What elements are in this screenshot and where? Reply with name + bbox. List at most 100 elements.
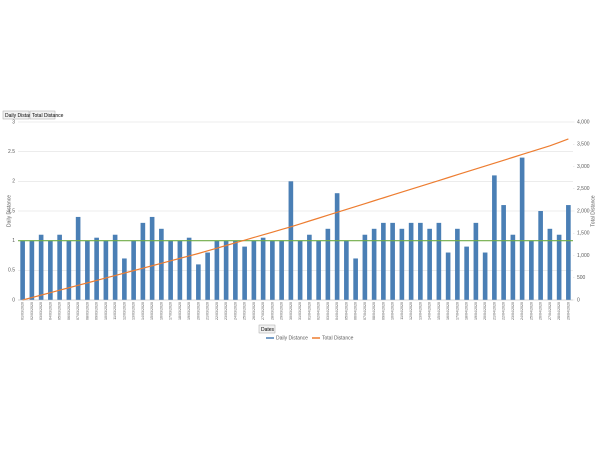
- bar: [279, 240, 284, 300]
- bar: [344, 240, 349, 300]
- line: [22, 138, 569, 301]
- bar: [38, 234, 44, 300]
- bar: [418, 222, 423, 300]
- bar: [48, 240, 53, 300]
- y-tick-label: 0.5: [8, 268, 15, 274]
- x-tick-label: 22/03/2020: [215, 302, 219, 320]
- x-tick-label: 27/04/2020: [548, 302, 552, 320]
- x-tick-label: 19/03/2020: [187, 302, 191, 320]
- y-tick-label: 1.5: [8, 208, 15, 214]
- x-tick-label: 28/04/2020: [557, 302, 561, 320]
- bar: [316, 240, 321, 300]
- bar: [140, 222, 146, 300]
- field-button[interactable]: [2, 110, 30, 120]
- bar: [297, 240, 303, 300]
- x-tick-label: 24/04/2020: [520, 302, 524, 320]
- x-tick-label: 28/03/2020: [270, 302, 274, 320]
- x-tick-label: 11/03/2020: [113, 302, 117, 320]
- y2-tick-label: 2,500: [577, 186, 590, 192]
- x-tick-label: 13/03/2020: [132, 302, 136, 320]
- bar: [20, 240, 25, 300]
- x-tick-label: 29/03/2020: [280, 302, 284, 320]
- field-button-label: Daily Distance: [5, 113, 37, 119]
- bar: [122, 258, 127, 300]
- bar: [381, 222, 386, 300]
- bar: [223, 240, 229, 300]
- x-tick-label: 15/04/2020: [437, 302, 441, 320]
- x-tick-label: 07/04/2020: [363, 302, 367, 320]
- bar: [251, 240, 257, 300]
- axis-field-button-label: Dates: [261, 327, 275, 333]
- bar: [492, 175, 497, 300]
- bar: [399, 228, 405, 300]
- x-tick-label: 21/04/2020: [492, 302, 496, 320]
- x-tick-label: 24/03/2020: [233, 302, 237, 320]
- bar: [260, 237, 266, 300]
- bar: [214, 240, 220, 300]
- x-tick-label: 09/03/2020: [95, 302, 99, 320]
- bar: [473, 222, 479, 300]
- field-button-label: Total Distance: [32, 113, 64, 119]
- x-tick-label: 16/03/2020: [159, 302, 163, 320]
- bar: [177, 240, 183, 300]
- y2-tick-label: 2,000: [577, 208, 590, 214]
- y-tick-label: 0: [12, 297, 15, 303]
- x-tick-label: 07/03/2020: [76, 302, 80, 320]
- axis-field-button[interactable]: [258, 324, 276, 334]
- bar: [408, 222, 414, 300]
- bar: [529, 240, 534, 300]
- x-tick-label: 29/04/2020: [566, 302, 570, 320]
- x-tick-label: 16/04/2020: [446, 302, 450, 320]
- bar: [196, 264, 201, 300]
- y-tick-label: 3: [12, 119, 15, 125]
- x-tick-label: 14/04/2020: [428, 302, 432, 320]
- x-tick-label: 14/03/2020: [141, 302, 145, 320]
- bar: [353, 258, 358, 300]
- y2-axis-title: Total Distance: [590, 195, 596, 227]
- x-tick-label: 27/03/2020: [261, 302, 265, 320]
- field-button[interactable]: [29, 110, 56, 120]
- x-tick-label: 26/04/2020: [539, 302, 543, 320]
- x-tick-label: 03/03/2020: [39, 302, 43, 320]
- x-tick-label: 25/04/2020: [529, 302, 533, 320]
- bar: [519, 157, 525, 300]
- x-tick-label: 13/04/2020: [418, 302, 422, 320]
- bar: [66, 240, 72, 300]
- bar: [334, 193, 340, 300]
- x-tick-label: 02/03/2020: [30, 302, 34, 320]
- x-tick-label: 12/03/2020: [122, 302, 126, 320]
- x-tick-label: 17/03/2020: [169, 302, 173, 320]
- bar: [436, 222, 442, 300]
- x-tick-label: 26/03/2020: [252, 302, 256, 320]
- y2-tick-label: 0: [577, 297, 580, 303]
- x-tick-label: 02/04/2020: [317, 302, 321, 320]
- y2-tick-label: 3,500: [577, 142, 590, 148]
- bar: [186, 237, 192, 300]
- bar: [464, 246, 469, 300]
- bar: [445, 252, 451, 300]
- bar: [307, 234, 312, 300]
- bar: [362, 234, 368, 300]
- bar: [149, 216, 155, 300]
- y-tick-label: 1: [12, 238, 15, 244]
- bar: [205, 252, 210, 300]
- bar: [85, 240, 90, 300]
- bar: [168, 240, 173, 300]
- x-tick-label: 09/04/2020: [381, 302, 385, 320]
- x-tick-label: 05/04/2020: [344, 302, 348, 320]
- x-tick-label: 31/03/2020: [298, 302, 302, 320]
- bar: [371, 228, 377, 300]
- x-tick-label: 04/04/2020: [335, 302, 339, 320]
- x-tick-label: 06/03/2020: [67, 302, 71, 320]
- x-tick-label: 12/04/2020: [409, 302, 413, 320]
- bar: [242, 246, 247, 300]
- x-tick-label: 18/03/2020: [178, 302, 182, 320]
- x-tick-label: 10/03/2020: [104, 302, 108, 320]
- x-tick-label: 11/04/2020: [400, 302, 404, 320]
- y2-tick-label: 1,500: [577, 231, 590, 237]
- y2-tick-label: 500: [577, 275, 586, 281]
- bar: [103, 240, 109, 300]
- x-tick-label: 17/04/2020: [455, 302, 459, 320]
- bar: [112, 234, 118, 300]
